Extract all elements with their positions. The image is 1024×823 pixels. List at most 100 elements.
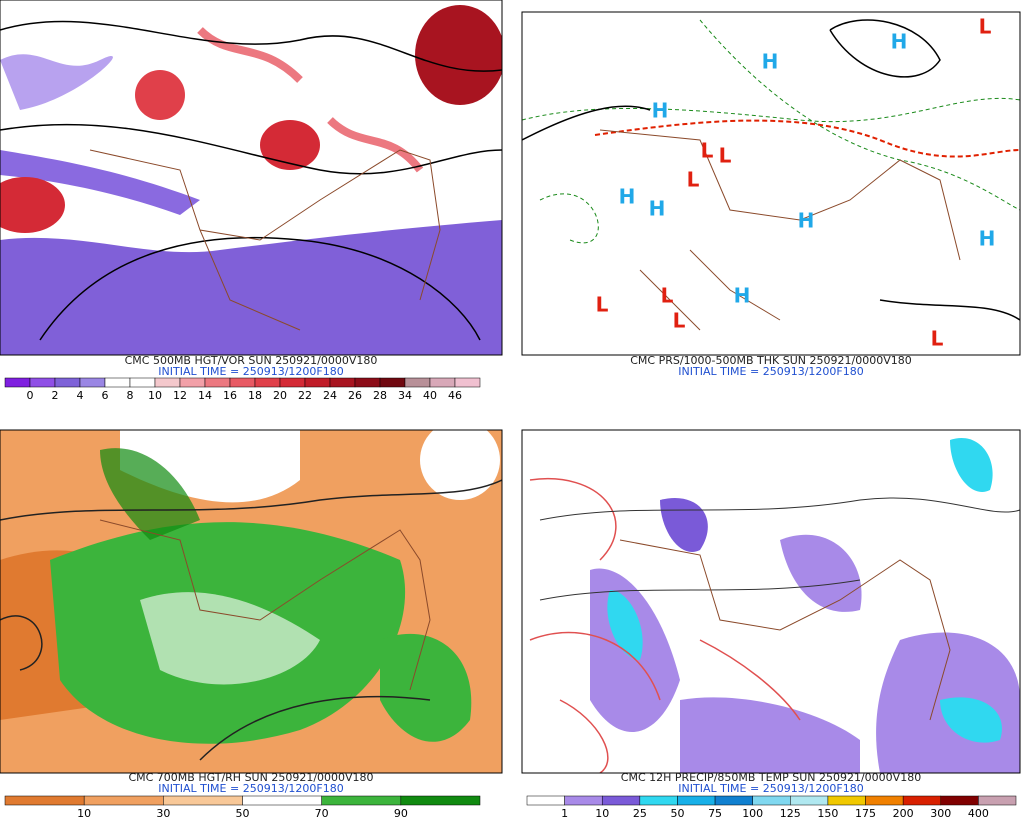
- colorbar-swatch: [329, 377, 356, 388]
- colorbar-label: 18: [248, 389, 262, 402]
- colorbar-label: 4: [77, 389, 84, 402]
- colorbar-label: 22: [298, 389, 312, 402]
- initial-time: INITIAL TIME = 250913/1200F180: [678, 782, 863, 795]
- colorbar-swatch: [83, 795, 164, 806]
- humidity-map: [0, 430, 502, 773]
- colorbar-swatch: [4, 377, 31, 388]
- colorbar-swatch: [429, 377, 456, 388]
- pressure-center: L: [979, 15, 992, 39]
- colorbar-label: 46: [448, 389, 462, 402]
- pressure-map: [522, 12, 1020, 355]
- pressure-center: H: [734, 284, 751, 308]
- colorbar-swatch: [354, 377, 381, 388]
- map-frame: [0, 0, 503, 356]
- map-caption: CMC 12H PRECIP/850MB TEMP SUN 250921/000…: [621, 771, 921, 784]
- pressure-center: H: [891, 30, 908, 54]
- colorbar-swatch: [279, 377, 306, 388]
- colorbar-label: 40: [423, 389, 437, 402]
- colorbar-swatch: [229, 377, 256, 388]
- pressure-center: H: [762, 50, 779, 74]
- colorbar-label: 10: [595, 807, 609, 819]
- colorbar-swatch: [752, 795, 791, 806]
- initial-time: INITIAL TIME = 250913/1200F180: [158, 782, 343, 795]
- colorbar-swatch: [204, 377, 231, 388]
- pressure-center: L: [931, 327, 944, 351]
- map-frame: [0, 429, 503, 774]
- pressure-center: L: [719, 144, 732, 168]
- pressure-center: L: [701, 139, 714, 163]
- colorbar-label: 200: [893, 807, 914, 819]
- colorbar-swatch: [104, 377, 131, 388]
- colorbar-swatch: [304, 377, 331, 388]
- colorbar-swatch: [379, 377, 406, 388]
- colorbar-label: 50: [670, 807, 684, 819]
- colorbar-label: 70: [315, 807, 329, 819]
- colorbar-label: 10: [148, 389, 162, 402]
- colorbar-swatch: [154, 377, 181, 388]
- colorbar-swatch: [4, 795, 85, 806]
- pressure-center: H: [652, 99, 669, 123]
- vorticity-map: [0, 0, 502, 355]
- colorbar-swatch: [865, 795, 904, 806]
- colorbar-swatch: [163, 795, 243, 806]
- colorbar-swatch: [978, 795, 1017, 806]
- colorbar-swatch: [526, 795, 565, 806]
- colorbar-swatch: [29, 377, 56, 388]
- colorbar-swatch: [400, 795, 481, 806]
- colorbar-swatch: [254, 377, 281, 388]
- pressure-center: H: [798, 209, 815, 233]
- colorbar-label: 24: [323, 389, 337, 402]
- colorbar-label: 100: [742, 807, 763, 819]
- colorbar-label: 8: [127, 389, 134, 402]
- colorbar-swatch: [179, 377, 206, 388]
- map-caption: CMC PRS/1000-500MB THK SUN 250921/0000V1…: [630, 354, 911, 367]
- colorbar-label: 14: [198, 389, 212, 402]
- colorbar-label: 10: [77, 807, 91, 819]
- pressure-center: H: [649, 197, 666, 221]
- pressure-center: L: [596, 293, 609, 317]
- colorbar-swatch: [790, 795, 829, 806]
- pressure-center: L: [661, 284, 674, 308]
- colorbar-label: 34: [398, 389, 412, 402]
- colorbar-swatch: [677, 795, 716, 806]
- colorbar-swatch: [54, 377, 81, 388]
- precip-map: [522, 430, 1020, 773]
- colorbar-label: 1: [561, 807, 568, 819]
- colorbar-swatch: [940, 795, 979, 806]
- map-caption: CMC 500MB HGT/VOR SUN 250921/0000V180: [125, 354, 378, 367]
- colorbar-label: 400: [968, 807, 989, 819]
- colorbar-swatch: [639, 795, 678, 806]
- colorbar-swatch: [129, 377, 156, 388]
- pressure-center: H: [619, 185, 636, 209]
- colorbar-label: 0: [27, 389, 34, 402]
- colorbar-swatch: [242, 795, 322, 806]
- colorbar-label: 125: [780, 807, 801, 819]
- colorbar-swatch: [79, 377, 106, 388]
- colorbar-label: 20: [273, 389, 287, 402]
- pressure-center: L: [687, 168, 700, 192]
- colorbar-label: 26: [348, 389, 362, 402]
- pressure-center: L: [673, 309, 686, 333]
- colorbar-label: 6: [102, 389, 109, 402]
- colorbar-label: 50: [236, 807, 250, 819]
- colorbar-label: 150: [817, 807, 838, 819]
- pressure-center: H: [979, 227, 996, 251]
- colorbar-label: 30: [156, 807, 170, 819]
- colorbar-label: 16: [223, 389, 237, 402]
- colorbar-label: 75: [708, 807, 722, 819]
- colorbar-swatch: [321, 795, 402, 806]
- colorbar-label: 25: [633, 807, 647, 819]
- colorbar-swatch: [564, 795, 603, 806]
- colorbar-swatch: [601, 795, 641, 806]
- colorbar-label: 300: [930, 807, 951, 819]
- colorbar-swatch: [404, 377, 431, 388]
- initial-time: INITIAL TIME = 250913/1200F180: [678, 365, 863, 378]
- colorbar-swatch: [714, 795, 753, 806]
- initial-time: INITIAL TIME = 250913/1200F180: [158, 365, 343, 378]
- colorbar-label: 28: [373, 389, 387, 402]
- colorbar-label: 175: [855, 807, 876, 819]
- colorbar-label: 90: [394, 807, 408, 819]
- colorbar-label: 2: [52, 389, 59, 402]
- map-caption: CMC 700MB HGT/RH SUN 250921/0000V180: [128, 771, 373, 784]
